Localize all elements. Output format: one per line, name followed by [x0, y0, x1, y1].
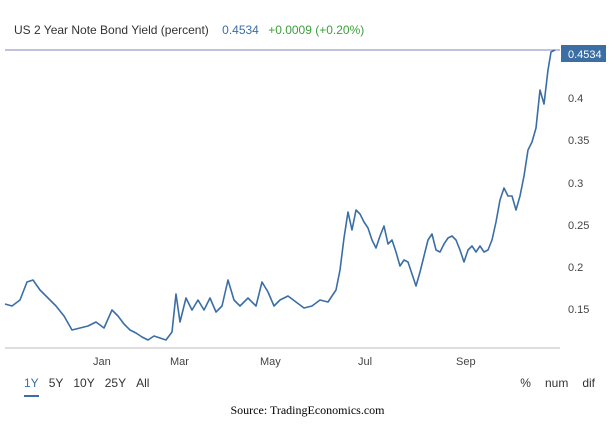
range-tab-5y[interactable]: 5Y — [48, 376, 64, 390]
svg-text:0.3: 0.3 — [568, 178, 583, 190]
display-options: % num dif — [520, 376, 595, 390]
y-axis-labels: 0.4 0.35 0.3 0.25 0.2 0.15 — [568, 93, 589, 316]
x-axis-labels: Jan Mar May Jul Sep — [93, 356, 476, 368]
range-tab-25y[interactable]: 25Y — [104, 376, 127, 390]
svg-text:0.25: 0.25 — [568, 220, 589, 232]
line-chart: 0.4 0.35 0.3 0.25 0.2 0.15 0.4534 Jan Ma… — [4, 45, 606, 368]
last-value-badge: 0.4534 — [561, 45, 606, 62]
chart-title: US 2 Year Note Bond Yield (percent) — [14, 23, 209, 37]
svg-text:0.2: 0.2 — [568, 262, 583, 274]
source-caption: Source: TradingEconomics.com — [230, 403, 385, 417]
svg-text:Jan: Jan — [93, 356, 111, 368]
range-tab-1y[interactable]: 1Y — [24, 376, 39, 397]
svg-text:Jul: Jul — [358, 356, 372, 368]
range-tabs: 1Y 5Y 10Y 25Y All — [24, 376, 149, 397]
range-tab-all[interactable]: All — [136, 376, 150, 390]
yield-line — [4, 49, 556, 341]
chart-header: US 2 Year Note Bond Yield (percent) 0.45… — [14, 23, 364, 37]
svg-text:Mar: Mar — [170, 356, 189, 368]
svg-text:0.15: 0.15 — [568, 304, 589, 316]
svg-text:0.4534: 0.4534 — [568, 49, 602, 61]
svg-text:May: May — [260, 356, 281, 368]
percent-option[interactable]: % — [520, 376, 531, 390]
change-value: +0.0009 (+0.20%) — [268, 23, 365, 37]
svg-text:0.4: 0.4 — [568, 93, 583, 105]
range-tab-10y[interactable]: 10Y — [73, 376, 95, 390]
dif-option[interactable]: dif — [582, 376, 595, 390]
num-option[interactable]: num — [544, 376, 569, 390]
svg-text:0.35: 0.35 — [568, 135, 589, 147]
current-value: 0.4534 — [222, 23, 259, 37]
svg-text:Sep: Sep — [456, 356, 476, 368]
